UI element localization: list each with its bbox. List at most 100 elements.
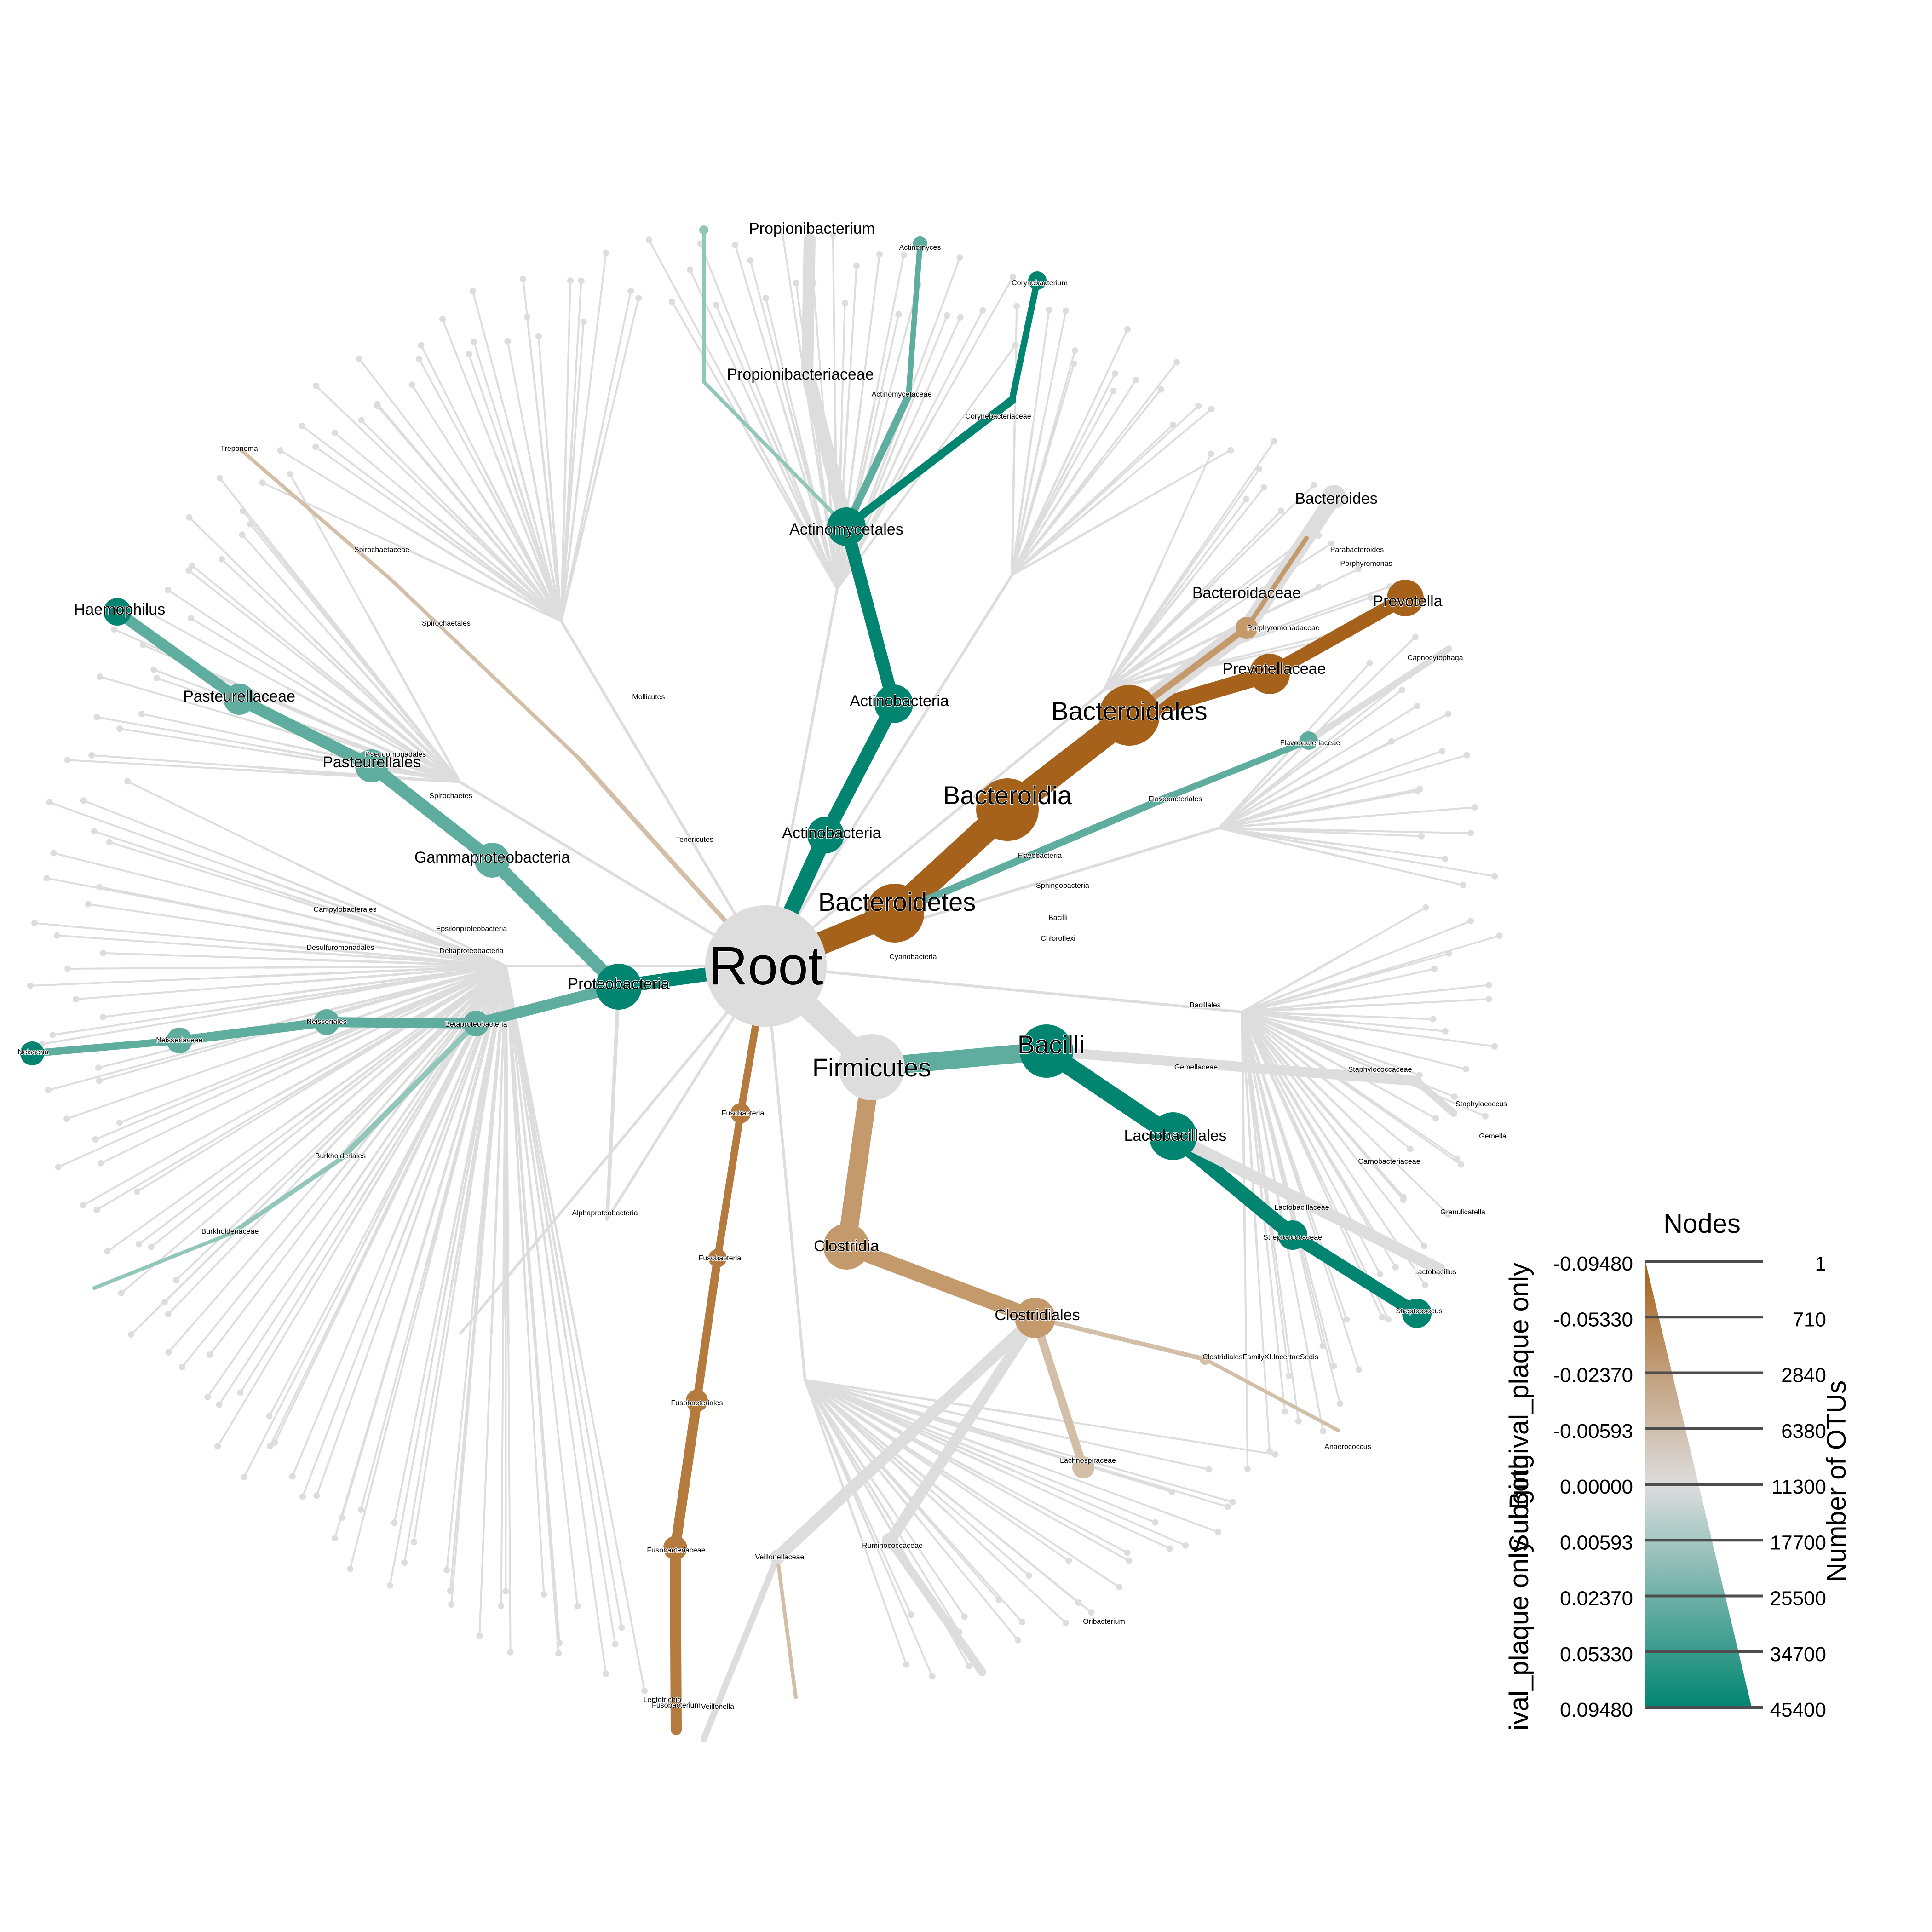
- tree-leaf-node: [829, 231, 836, 238]
- tree-edge: [565, 1339, 616, 1644]
- tree-edge: [95, 1060, 281, 1140]
- tree-edge: [1362, 1095, 1461, 1166]
- tree-node: [882, 1533, 898, 1549]
- highlighted-edge: [389, 578, 581, 761]
- tree-node-label: Pasteurellaceae: [183, 688, 295, 705]
- tree-edge: [48, 1033, 255, 1091]
- tree-node-label: Anaerococcus: [1324, 1443, 1371, 1451]
- tree-node: [823, 1224, 869, 1270]
- legend-color-value: -0.02370: [1553, 1364, 1633, 1387]
- tree-edge: [1219, 787, 1356, 829]
- tree-edge: [167, 1178, 321, 1353]
- tree-edge: [109, 841, 288, 899]
- tree-node: [167, 1028, 192, 1053]
- tree-node: [699, 225, 708, 235]
- tree-leaf-node: [46, 799, 53, 806]
- tree-edge: [1103, 559, 1164, 691]
- tree-edge: [933, 276, 1014, 418]
- tree-leaf-node: [448, 1601, 455, 1608]
- tree-node-label: Desulfuromonadales: [307, 944, 374, 952]
- tree-edge: [387, 966, 507, 1248]
- tree-leaf-node: [266, 1413, 273, 1420]
- tree-leaf-node: [1133, 376, 1139, 383]
- tree-leaf-node: [1367, 594, 1374, 601]
- tree-edge: [1201, 510, 1282, 592]
- tree-edge: [505, 966, 562, 1356]
- tree-node-label: Propionibacterium: [749, 220, 875, 237]
- tree-edge: [804, 1379, 913, 1502]
- tree-edge: [339, 632, 461, 783]
- tree-leaf-node: [172, 1277, 179, 1284]
- tree-edge: [319, 965, 507, 1179]
- tree-edge: [53, 852, 258, 905]
- tree-leaf-node: [153, 675, 160, 682]
- tree-edge: [188, 569, 311, 667]
- tree-node-label: Streptococcus: [1396, 1307, 1442, 1315]
- tree-leaf-node: [49, 1031, 56, 1038]
- tree-leaf-node: [408, 381, 415, 388]
- tree-node: [475, 843, 510, 878]
- tree-edge: [671, 301, 748, 431]
- highlighted-edge: [885, 1312, 1041, 1547]
- tree-edge: [526, 1311, 545, 1595]
- tree-edge: [341, 965, 507, 1204]
- tree-edge: [92, 754, 258, 768]
- tree-edge: [1241, 1012, 1267, 1232]
- legend-color-value: 0.00593: [1560, 1531, 1633, 1554]
- tree-leaf-node: [697, 240, 704, 247]
- tree-leaf-node: [98, 1160, 104, 1167]
- tree-leaf-node: [841, 299, 848, 306]
- tree-leaf-node: [1195, 402, 1202, 409]
- tree-node-label: Flavobacteria: [1018, 852, 1062, 860]
- tree-edge: [924, 1512, 1023, 1623]
- tree-edge: [1102, 362, 1178, 459]
- tree-node-label: Streptococcaceae: [1263, 1234, 1322, 1242]
- tree-leaf-node: [161, 1299, 168, 1305]
- tree-edge: [418, 358, 484, 477]
- tree-node: [663, 1536, 687, 1560]
- tree-leaf-node: [1065, 1557, 1072, 1564]
- tree-edge: [217, 1230, 348, 1447]
- tree-node: [1200, 1354, 1211, 1365]
- tree-node-label: Spirochaetaceae: [354, 546, 409, 554]
- tree-edge: [560, 1355, 607, 1674]
- legend-otus-title: Number of OTUs: [1822, 1380, 1852, 1582]
- tree-edge: [284, 965, 506, 995]
- tree-edge: [83, 799, 274, 876]
- tree-edge: [1218, 759, 1329, 829]
- tree-leaf-node: [502, 1588, 509, 1595]
- tree-edge: [804, 1379, 929, 1489]
- tree-edge: [483, 469, 563, 622]
- tree-leaf-node: [966, 1663, 972, 1670]
- tree-node-label: Firmicutes: [812, 1053, 931, 1082]
- tree-leaf-node: [1214, 1529, 1221, 1535]
- legend-color-value: -0.09480: [1553, 1253, 1633, 1275]
- tree-edge: [327, 965, 507, 1188]
- tree-leaf-node: [627, 288, 634, 294]
- tree-leaf-node: [96, 673, 103, 680]
- tree-edge: [1241, 1012, 1308, 1209]
- tree-edge: [420, 345, 485, 470]
- tree-node-label: Actinomycetaceae: [872, 391, 932, 398]
- tree-edge: [1330, 1115, 1404, 1201]
- tree-edge: [804, 1379, 984, 1481]
- tree-edge: [1041, 310, 1067, 430]
- tree-edge: [1067, 391, 1115, 474]
- tree-edge: [242, 534, 341, 647]
- tree-leaf-node: [1418, 833, 1425, 840]
- tree-edge: [505, 966, 568, 1340]
- tree-edge: [983, 1478, 1130, 1562]
- tree-edge: [870, 314, 900, 438]
- tree-edge: [107, 1122, 288, 1252]
- tree-node: [827, 507, 866, 546]
- tree-leaf-node: [1422, 904, 1429, 911]
- tree-leaf-node: [1229, 1499, 1236, 1506]
- tree-edge: [1353, 1022, 1445, 1032]
- tree-edge: [534, 1344, 560, 1654]
- tree-edge: [247, 941, 506, 967]
- tree-edge: [585, 253, 607, 419]
- tree-leaf-node: [618, 1624, 625, 1631]
- tree-node-label: Fusobacteria: [699, 1254, 742, 1262]
- tree-edge: [1241, 1011, 1363, 1097]
- tree-node-label: Flavobacteriaceae: [1280, 739, 1340, 747]
